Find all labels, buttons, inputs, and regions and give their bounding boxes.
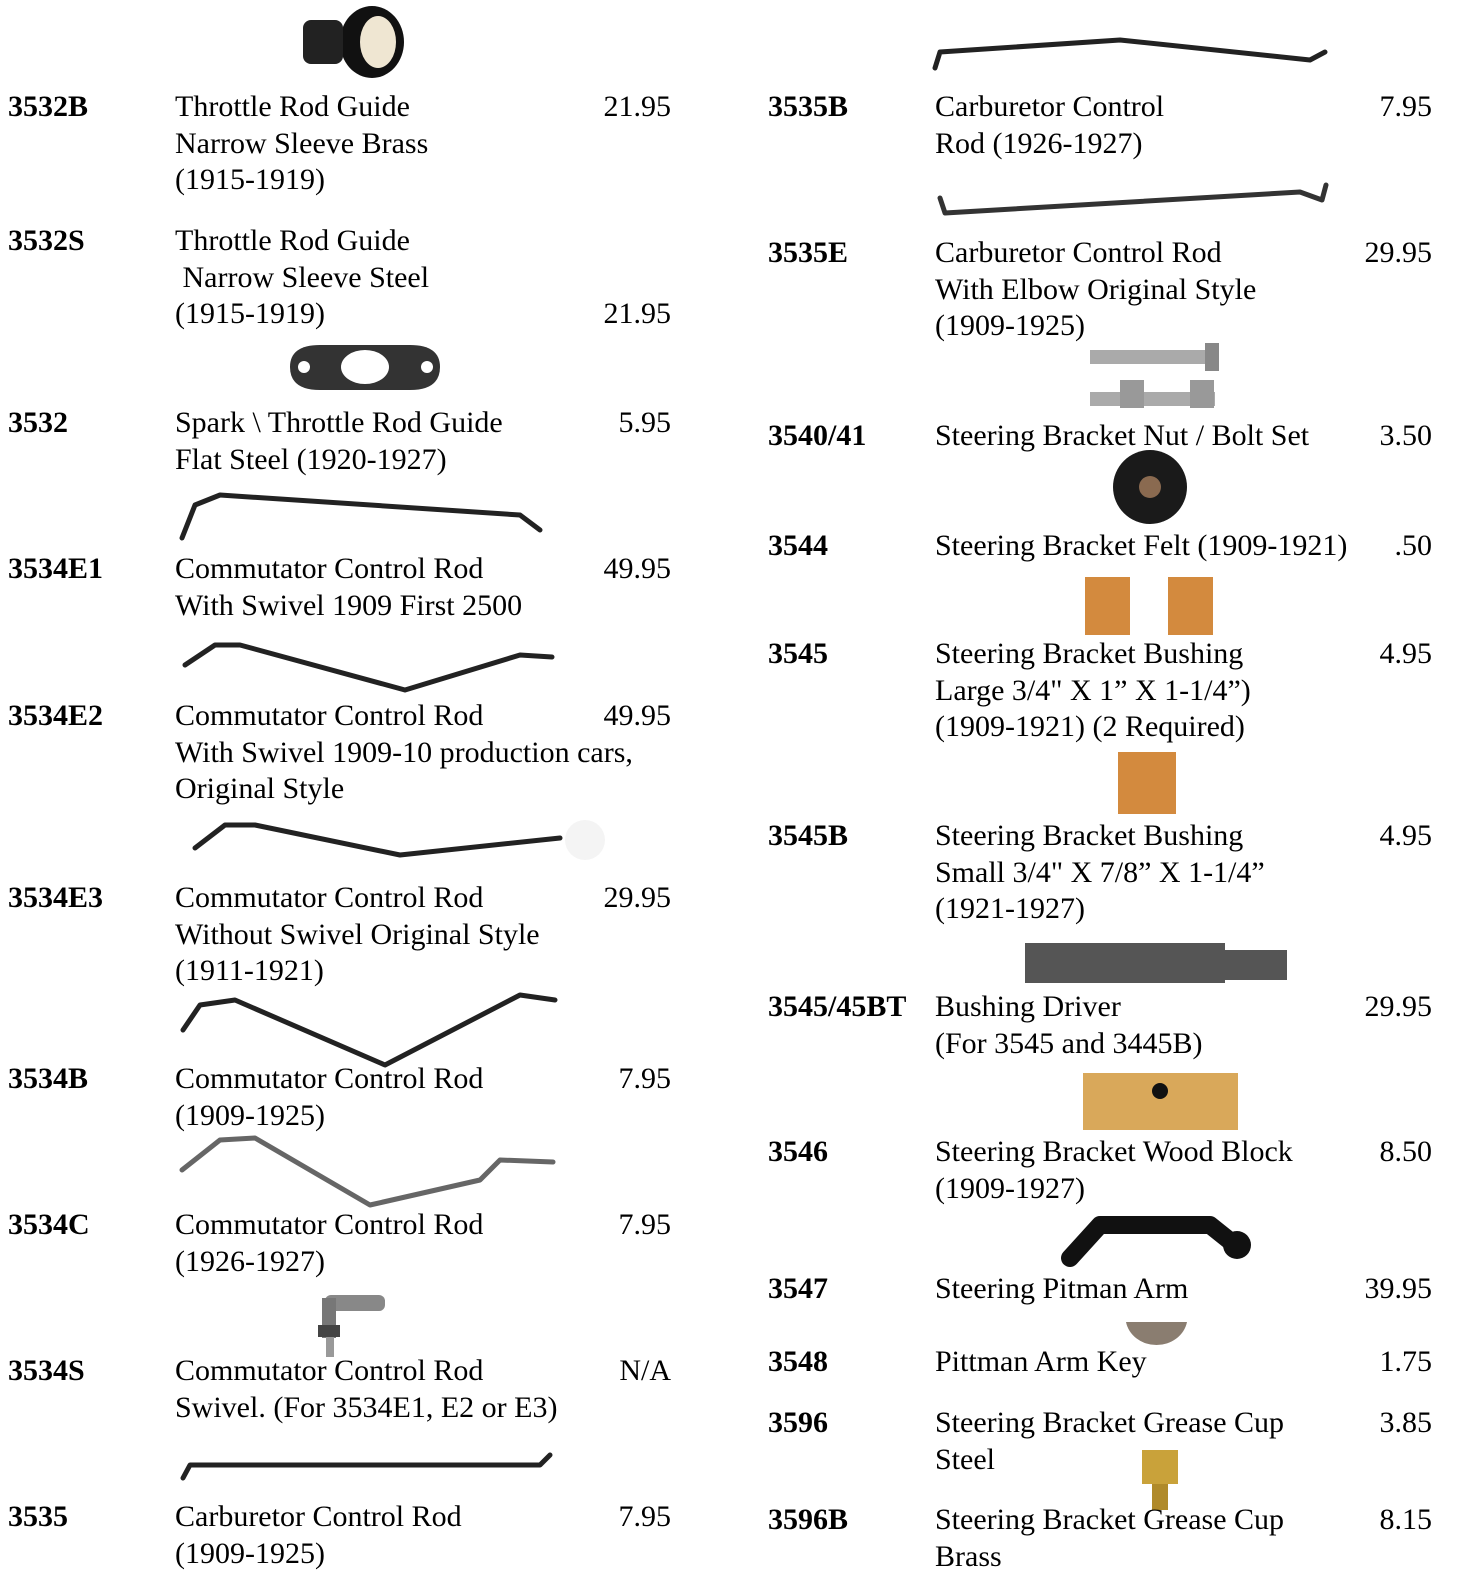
description-line: Commutator Control Rod (175, 699, 484, 732)
price: 29.95 (603, 881, 672, 914)
description-line: Steering Bracket Grease Cup (935, 1503, 1285, 1536)
description-line: (1909-1927) (935, 1171, 1085, 1205)
price: 4.95 (1379, 819, 1433, 852)
description-line: With Swivel 1909 First 2500 (175, 588, 523, 622)
price: 5.95 (618, 406, 672, 439)
description-line: Steering Pitman Arm (935, 1272, 1189, 1305)
description-line: (1915-1919) (175, 163, 325, 197)
part-number: 3545/45BT (768, 990, 907, 1023)
description-line: Commutator Control Rod (175, 881, 484, 914)
price: 21.95 (603, 297, 672, 331)
description-line: Carburetor Control Rod (175, 1500, 462, 1533)
description-line: Rod (1926-1927) (935, 126, 1143, 160)
description-line: With Elbow Original Style (935, 272, 1257, 306)
description-line: Spark \ Throttle Rod Guide (175, 406, 503, 439)
description-line: Carburetor Control (935, 90, 1165, 123)
description-line: (For 3545 and 3445B) (935, 1026, 1203, 1060)
description-line: Throttle Rod Guide (175, 90, 410, 123)
part-number: 3534E1 (8, 552, 104, 585)
description-line: Throttle Rod Guide (175, 224, 410, 257)
price: N/A (619, 1354, 671, 1387)
price: 39.95 (1364, 1272, 1433, 1305)
description-line: Large 3/4" X 1” X 1-1/4”) (935, 673, 1251, 707)
price: .50 (1394, 529, 1433, 562)
description-line: Flat Steel (1920-1927) (175, 442, 447, 476)
part-number: 3534E3 (8, 881, 104, 914)
part-number: 3546 (768, 1135, 828, 1168)
description-line: Steel (935, 1442, 995, 1476)
part-number: 3534C (8, 1208, 90, 1241)
price: 29.95 (1364, 990, 1433, 1023)
price: 49.95 (603, 552, 672, 585)
price: 7.95 (618, 1208, 672, 1241)
part-number: 3545B (768, 819, 849, 852)
price: 8.50 (1379, 1135, 1433, 1168)
part-number: 3534E2 (8, 699, 104, 732)
part-number: 3544 (768, 529, 828, 562)
part-number: 3532S (8, 224, 85, 257)
part-number: 3596 (768, 1406, 828, 1439)
description-line: Pittman Arm Key (935, 1345, 1147, 1378)
description-line: (1926-1927) (175, 1244, 325, 1278)
description-line: Narrow Sleeve Steel (175, 260, 430, 294)
description-line: Steering Bracket Bushing (935, 637, 1244, 670)
price: 1.75 (1379, 1345, 1433, 1378)
part-number: 3545 (768, 637, 828, 670)
description-line: Commutator Control Rod (175, 1208, 484, 1241)
description-line: Swivel. (For 3534E1, E2 or E3) (175, 1390, 558, 1424)
description-line: Steering Bracket Bushing (935, 819, 1244, 852)
part-number: 3547 (768, 1272, 828, 1305)
description-line: (1909-1925) (935, 309, 1085, 343)
description-line: (1911-1921) (175, 954, 324, 988)
description-line: Commutator Control Rod (175, 1062, 484, 1095)
part-number: 3532B (8, 90, 89, 123)
price: 3.50 (1379, 419, 1433, 452)
price: 8.15 (1379, 1503, 1433, 1536)
description-line: (1921-1927) (935, 892, 1085, 926)
part-number: 3535 (8, 1500, 68, 1533)
description-line: Brass (935, 1539, 1002, 1573)
part-number: 3534B (8, 1062, 89, 1095)
description-line: Bushing Driver (935, 990, 1121, 1023)
price: 7.95 (618, 1500, 672, 1533)
description-line: Original Style (175, 772, 345, 806)
price: 7.95 (1379, 90, 1433, 123)
part-number: 3532 (8, 406, 68, 439)
part-number: 3535E (768, 236, 849, 269)
description-line: (1915-1919) (175, 297, 325, 331)
price: 3.85 (1379, 1406, 1433, 1439)
description-line: (1909-1925) (175, 1536, 325, 1570)
description-line: Commutator Control Rod (175, 552, 484, 585)
description-line: Small 3/4" X 7/8” X 1-1/4” (935, 855, 1265, 889)
description-line: Commutator Control Rod (175, 1354, 484, 1387)
description-line: (1909-1925) (175, 1098, 325, 1132)
description-line: With Swivel 1909-10 production cars, (175, 735, 633, 769)
description-line: Steering Bracket Felt (1909-1921) (935, 529, 1348, 562)
price: 7.95 (618, 1062, 672, 1095)
part-number: 3596B (768, 1503, 849, 1536)
description-line: Steering Bracket Nut / Bolt Set (935, 419, 1310, 452)
description-line: (1909-1921) (2 Required) (935, 710, 1245, 744)
price: 49.95 (603, 699, 672, 732)
description-line: Carburetor Control Rod (935, 236, 1222, 269)
price: 29.95 (1364, 236, 1433, 269)
description-line: Narrow Sleeve Brass (175, 126, 429, 160)
description-line: Steering Bracket Wood Block (935, 1135, 1293, 1168)
description-line: Without Swivel Original Style (175, 917, 540, 951)
part-number: 3534S (8, 1354, 85, 1387)
price: 21.95 (603, 90, 672, 123)
part-number: 3535B (768, 90, 849, 123)
part-number: 3548 (768, 1345, 828, 1378)
price: 4.95 (1379, 637, 1433, 670)
part-number: 3540/41 (768, 419, 867, 452)
description-line: Steering Bracket Grease Cup (935, 1406, 1285, 1439)
